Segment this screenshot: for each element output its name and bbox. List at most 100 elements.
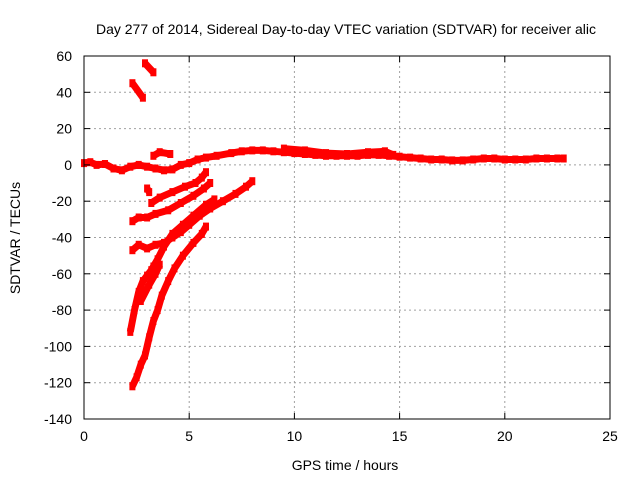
series-1-point [301, 146, 308, 155]
series-11-point [156, 260, 163, 269]
x-tick-label: 10 [287, 428, 303, 444]
series-0-point [438, 155, 445, 164]
y-tick-label: -60 [52, 266, 72, 282]
series-8-point [232, 189, 239, 198]
series-4-point [150, 151, 157, 160]
series-9-point [135, 287, 142, 296]
series-7-point [129, 217, 136, 226]
series-0-point [102, 160, 108, 168]
series-11-line [137, 263, 163, 303]
series-7-point [165, 206, 172, 215]
series-0-point [110, 164, 117, 173]
series-8-point [177, 228, 184, 237]
series-9-point [169, 229, 176, 238]
series-8-point [219, 197, 226, 206]
series-0-point [186, 159, 193, 168]
series-8-point [243, 182, 249, 191]
series-0-point [417, 154, 424, 163]
y-tick-label: -100 [44, 338, 72, 354]
y-tick-label: -40 [52, 230, 72, 246]
series-7-point [144, 213, 151, 222]
series-0-point [87, 158, 94, 167]
series-8-point [152, 240, 159, 249]
x-tick-label: 25 [602, 428, 618, 444]
series-1-point [280, 144, 287, 153]
series-0-point [291, 149, 298, 158]
series-11-point [152, 269, 159, 278]
series-8-point [135, 240, 142, 249]
series-0-point [480, 154, 487, 163]
y-tick-label: -140 [44, 411, 72, 427]
series-10-point [129, 382, 136, 391]
series-8-point [207, 204, 214, 213]
series-0-point [459, 156, 466, 165]
series-0-point [118, 166, 125, 175]
series-0-point [470, 155, 477, 164]
series-6-point [192, 179, 199, 187]
series-11-point [137, 297, 144, 305]
series-0-point [533, 154, 540, 163]
series-0-point [543, 154, 550, 163]
series-7-point [135, 213, 142, 222]
series-0-point [135, 160, 142, 169]
y-tick-label: 0 [64, 157, 72, 173]
series-6-point [169, 188, 176, 197]
series-0-point [152, 164, 159, 173]
series-0-point [238, 147, 245, 156]
series-0-point [554, 154, 561, 163]
series-0-point [213, 151, 220, 160]
series-10-point [198, 229, 205, 238]
series-0-point [259, 146, 266, 155]
series-10-point [165, 277, 172, 286]
series-9-point [211, 195, 218, 204]
x-tick-label: 0 [80, 428, 88, 444]
series-0-point [177, 160, 184, 169]
series-0-point [428, 155, 435, 164]
axes: 0 5 10 15 20 25 -140 -120 -100 -80 -60 -40 -20 0 20 40 6… [44, 48, 618, 444]
x-axis-label: GPS time / hours [292, 457, 399, 473]
plot-frame [83, 55, 611, 420]
series-1-point [323, 149, 329, 158]
series-10-point [137, 360, 144, 369]
series-9-point [139, 277, 146, 286]
series-0-point [194, 155, 201, 164]
series-8-point [249, 177, 256, 186]
series-0-point [449, 156, 456, 165]
series-6-point [148, 199, 155, 207]
series-10-point [154, 306, 161, 315]
series-10-point [150, 317, 157, 325]
series-0-point [93, 160, 100, 169]
series-9-point [154, 255, 161, 264]
series-10-point [171, 264, 178, 273]
series-9-point [144, 271, 151, 280]
y-axis-label: SDTVAR / TECUs [7, 182, 23, 294]
series-7-point [200, 184, 207, 193]
series-10-point [190, 238, 197, 247]
series-0-point [161, 166, 167, 175]
x-tick-label: 5 [185, 428, 193, 444]
series-0-point [512, 155, 519, 164]
series-8-point [186, 220, 193, 229]
y-tick-label: 20 [56, 121, 72, 137]
series-10-point [133, 373, 140, 382]
series-10-point [142, 351, 148, 360]
series-6-point [182, 182, 188, 191]
series-10-point [179, 251, 186, 260]
series-10-point [203, 222, 209, 231]
chart-title: Day 277 of 2014, Sidereal Day-to-day VTE… [96, 21, 596, 37]
series-0-point [560, 154, 567, 163]
y-tick-label: -80 [52, 302, 72, 318]
x-tick-label: 15 [392, 428, 408, 444]
series-9-point [150, 262, 157, 271]
series-9-point [179, 220, 186, 229]
series-9-point [127, 327, 134, 336]
series-0-point [270, 147, 277, 156]
series-10-point [146, 333, 153, 342]
series-4-point [156, 148, 163, 157]
series-1-point [390, 150, 397, 159]
series-6-point [156, 193, 163, 202]
series-0-point [407, 153, 414, 162]
series-6-point [198, 173, 205, 182]
series-0-point [249, 146, 256, 155]
